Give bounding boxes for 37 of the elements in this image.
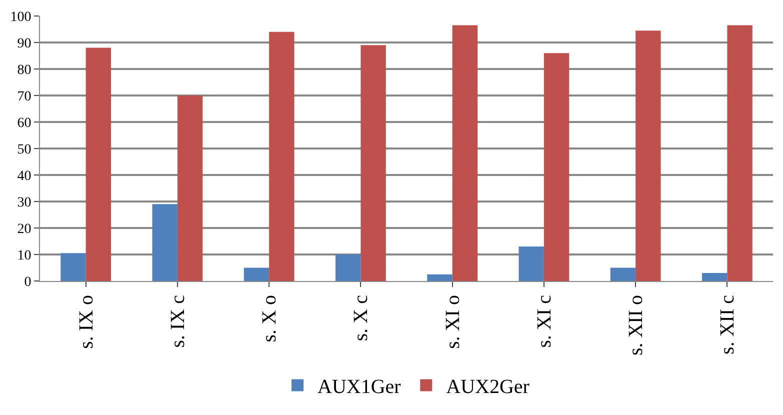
bar: [702, 273, 728, 281]
y-tick-label: 10: [17, 248, 32, 264]
x-tick-label: s. X o: [258, 295, 281, 342]
y-tick-label: 40: [17, 168, 32, 184]
bar: [610, 268, 636, 281]
bar: [427, 274, 452, 281]
bar: [60, 253, 86, 281]
y-tick-label: 90: [17, 36, 32, 52]
bar: [636, 30, 661, 281]
y-tick-label: 70: [17, 89, 32, 104]
y-tick-label: 30: [17, 195, 32, 210]
bar: [335, 254, 361, 281]
bar: [177, 96, 203, 281]
y-tick-label: 80: [17, 62, 32, 78]
y-tick-label: 60: [17, 116, 32, 131]
y-tick-label: 20: [17, 222, 32, 237]
y-tick-label: 0: [24, 274, 32, 290]
bar: [727, 25, 752, 281]
bar: [152, 204, 178, 281]
y-tick-label: 50: [17, 142, 32, 158]
bar: [518, 246, 544, 281]
bar: [86, 48, 112, 281]
legend-label: AUX1Ger: [318, 376, 402, 398]
bar: [452, 25, 478, 281]
bar: [544, 53, 570, 281]
bar: [244, 268, 270, 281]
bar: [269, 32, 294, 281]
y-tick-label: 100: [10, 10, 32, 25]
legend-label: AUX2Ger: [446, 376, 530, 398]
x-tick-label: s. XII o: [625, 295, 648, 356]
x-tick-label: s. X c: [350, 294, 372, 342]
x-tick-label: s. XI o: [442, 295, 464, 349]
x-tick-label: s. XI c: [533, 294, 556, 348]
bar: [360, 45, 386, 281]
x-tick-label: s. XII c: [716, 294, 739, 354]
x-tick-label: s. IX o: [75, 295, 98, 349]
x-tick-label: s. IX c: [166, 294, 189, 348]
